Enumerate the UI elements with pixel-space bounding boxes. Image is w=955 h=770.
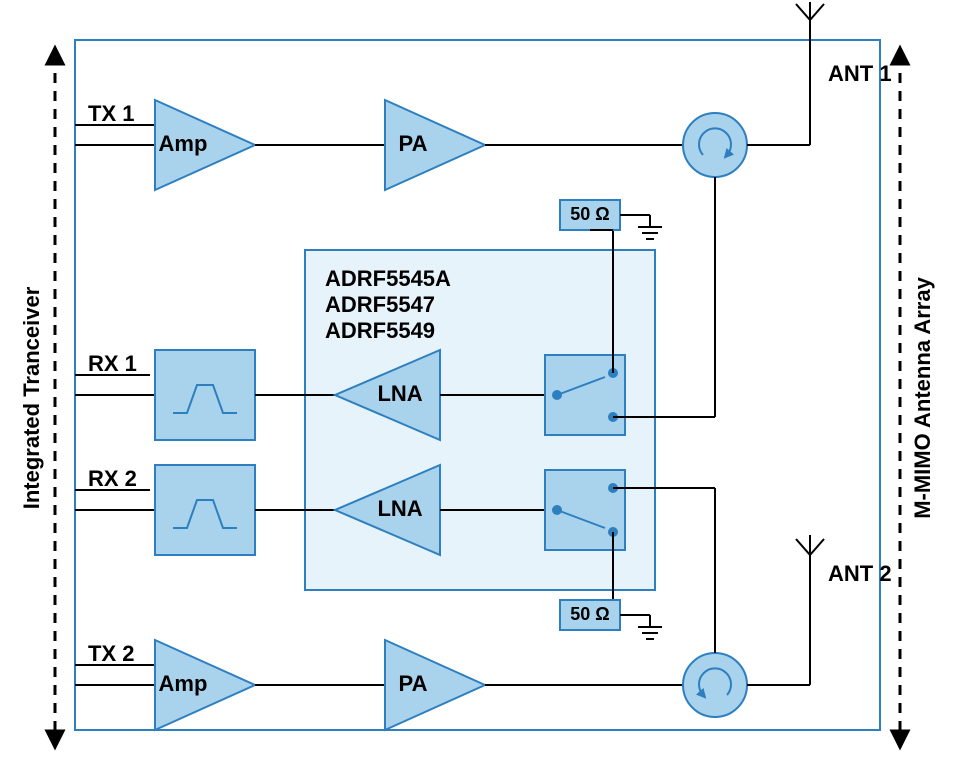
rx2-label: RX 2	[88, 466, 137, 491]
circulator-2	[683, 653, 747, 717]
ant2-label: ANT 2	[828, 561, 892, 586]
tx1-label: TX 1	[88, 101, 134, 126]
tx2-label: TX 2	[88, 641, 134, 666]
side-label-right: M-MIMO Antenna Array	[910, 276, 935, 518]
tx1-pa-label: PA	[399, 131, 428, 156]
part-number: ADRF5549	[325, 318, 435, 343]
tx1-amp-label: Amp	[159, 131, 208, 156]
part-number: ADRF5547	[325, 292, 435, 317]
tx2-pa-label: PA	[399, 671, 428, 696]
term-1-label: 50 Ω	[570, 204, 609, 224]
rx1-filter	[155, 350, 255, 440]
circulator-1	[683, 113, 747, 177]
rx1-lna-label: LNA	[377, 381, 422, 406]
ant1-label: ANT 1	[828, 61, 892, 86]
rx2-filter	[155, 465, 255, 555]
side-label-left: Integrated Tranceiver	[19, 286, 44, 509]
term-2-label: 50 Ω	[570, 604, 609, 624]
rx1-label: RX 1	[88, 351, 137, 376]
part-number: ADRF5545A	[325, 266, 451, 291]
tx2-amp-label: Amp	[159, 671, 208, 696]
rx2-lna-label: LNA	[377, 496, 422, 521]
